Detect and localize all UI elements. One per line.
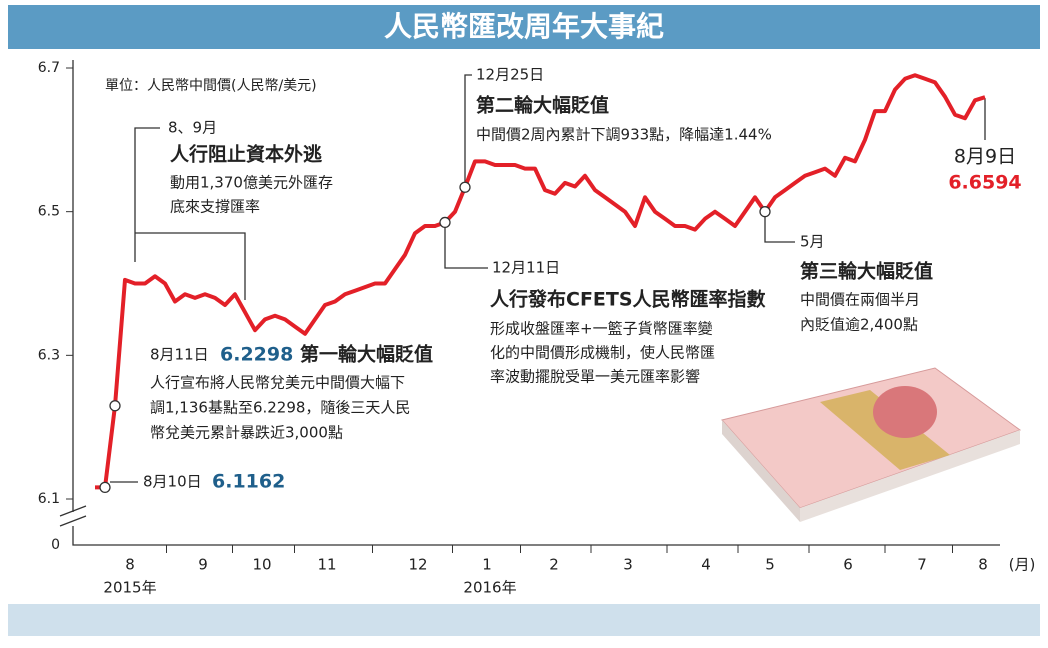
y-tick-label: 6.3 <box>38 347 60 363</box>
annotation: 底來支撐匯率 <box>170 198 260 216</box>
annotation: 8、9月 <box>168 119 217 137</box>
axis-line <box>72 60 1000 546</box>
annotation: 幣兌美元累計暴跌近3,000點 <box>150 424 343 442</box>
leader-line <box>764 212 795 243</box>
annotation: 12月25日 <box>476 66 544 84</box>
annotation: 人行宣布將人民幣兌美元中間價大幅下 <box>150 374 405 392</box>
event-marker <box>109 400 121 412</box>
annotation-value: 6.1162 <box>212 471 285 493</box>
x-tick-label: 12 <box>408 556 427 574</box>
annotation: 形成收盤匯率+一籃子貨幣匯率變 <box>490 320 713 338</box>
data-line <box>95 73 986 490</box>
y-tick-label: 0 <box>51 537 60 553</box>
banknote-illustration <box>721 367 1022 522</box>
annotation: 8月11日 <box>150 346 209 364</box>
annotation: 率波動擺脫受單一美元匯率影響 <box>490 368 700 386</box>
annotation: 8月10日 <box>143 473 202 491</box>
x-tick-label: 10 <box>252 556 271 574</box>
annotation: 中間價2周內累計下調933點，降幅達1.44% <box>476 126 772 144</box>
event-marker <box>459 181 471 193</box>
annotation-value: 6.2298 <box>220 344 293 366</box>
x-tick-label: 4 <box>701 556 711 574</box>
x-tick-label: 5 <box>765 556 775 574</box>
title-banner <box>8 5 1040 49</box>
chart-title: 人民幣匯改周年大事紀 <box>384 10 664 43</box>
x-tick-label: 8 <box>978 556 988 574</box>
annotation-heading: 第一輪大幅貶值 <box>300 343 433 366</box>
x-tick-label: 1 <box>482 556 492 574</box>
year-label: 2016年 <box>463 579 516 597</box>
x-tick-label: 8 <box>125 556 135 574</box>
x-unit: (月) <box>1009 556 1036 574</box>
x-tick-label: 9 <box>198 556 208 574</box>
annotation: 動用1,370億美元外匯存 <box>170 174 333 192</box>
annotation-heading: 人行發布CFETS人民幣匯率指數 <box>490 288 766 311</box>
year-label: 2015年 <box>103 579 156 597</box>
axis-break <box>59 505 87 527</box>
y-tick-label: 6.7 <box>38 60 60 76</box>
annotation: 8月9日 <box>954 146 1016 168</box>
y-tick-label: 6.5 <box>38 204 60 220</box>
x-tick-label: 11 <box>317 556 336 574</box>
annotation: 化的中間價形成機制，使人民幣匯 <box>490 344 715 362</box>
annotation: 12月11日 <box>492 259 560 277</box>
x-tick-label: 2 <box>549 556 559 574</box>
footer-band <box>8 604 1040 636</box>
event-marker <box>99 481 111 494</box>
event-marker <box>759 206 771 218</box>
annotation-value: 6.6594 <box>948 172 1021 194</box>
x-tick-label: 3 <box>623 556 633 574</box>
annotation: 內貶值逾2,400點 <box>800 316 918 334</box>
unit-note: 單位：人民幣中間價(人民幣/美元) <box>105 77 317 94</box>
leader-line <box>134 127 246 300</box>
annotation: 5月 <box>800 233 825 251</box>
annotation: 調1,136基點至6.2298，隨後三天人民 <box>150 399 410 417</box>
event-marker <box>439 216 451 229</box>
x-tick-label: 6 <box>843 556 853 574</box>
x-tick-label: 7 <box>917 556 927 574</box>
annotation-heading: 第三輪大幅貶值 <box>800 260 933 283</box>
annotation-heading: 第二輪大幅貶值 <box>476 94 609 117</box>
annotation: 中間價在兩個半月 <box>800 291 920 309</box>
y-tick-label: 6.1 <box>38 491 60 507</box>
leader-line <box>444 222 488 269</box>
leader-line <box>464 74 472 187</box>
annotation-heading: 人行阻止資本外逃 <box>170 143 323 166</box>
